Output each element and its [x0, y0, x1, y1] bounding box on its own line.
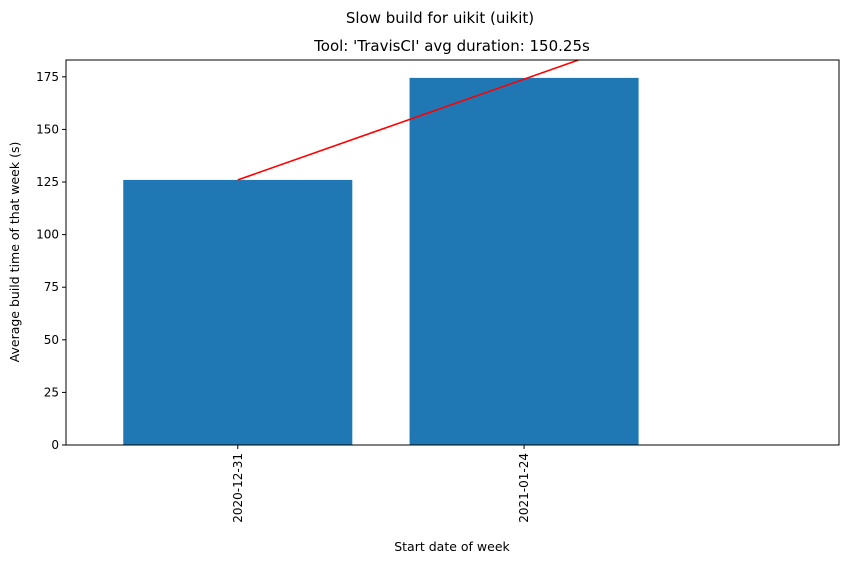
- y-tick-label: 75: [44, 280, 59, 294]
- y-tick-label: 50: [44, 333, 59, 347]
- trend-line: [237, 60, 579, 181]
- y-tick-label: 25: [44, 385, 59, 399]
- chart-title: Tool: 'TravisCI' avg duration: 150.25s: [313, 37, 590, 55]
- y-tick-label: 100: [36, 228, 59, 242]
- y-tick-label: 150: [36, 122, 59, 136]
- y-tick-label: 175: [36, 70, 59, 84]
- bar-2021-01-24: [409, 77, 639, 446]
- x-tick-label: 2021-01-24: [517, 453, 531, 523]
- y-axis-label: Average build time of that week (s): [7, 142, 22, 363]
- chart-suptitle: Slow build for uikit (uikit): [346, 9, 534, 27]
- plot-frame: [65, 59, 840, 446]
- y-tick-label: 0: [51, 438, 59, 452]
- plot-area: 0 25 50 75 100 125 150 175 2020-12-31 2021-01-24: [36, 60, 639, 523]
- x-axis-label: Start date of week: [394, 539, 510, 554]
- x-tick-label: 2020-12-31: [231, 453, 245, 523]
- y-tick-label: 125: [36, 175, 59, 189]
- bar-2020-12-31: [123, 179, 353, 445]
